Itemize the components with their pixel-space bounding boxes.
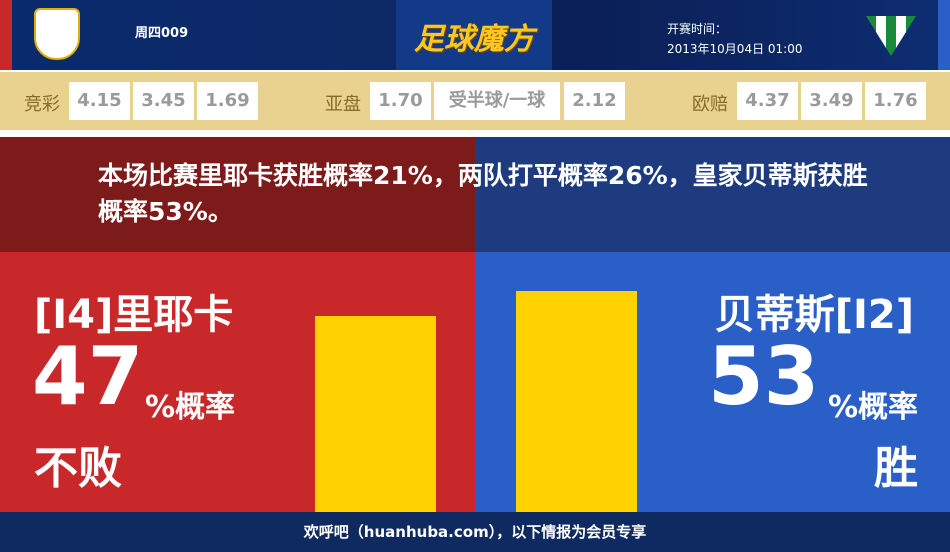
yapan-handicap: 受半球/一球 [434, 82, 560, 120]
oupei-odds-away: 1.76 [865, 82, 926, 120]
away-color-strip [938, 0, 950, 70]
summary-home-panel [0, 137, 475, 252]
away-result: 胜 [874, 443, 918, 494]
logo-background [396, 0, 552, 70]
yapan-odds-away: 2.12 [564, 82, 625, 120]
oupei-odds-draw: 3.49 [801, 82, 862, 120]
home-color-strip [0, 0, 12, 70]
away-percent-label: %概率 [827, 390, 918, 425]
home-percent-label: %概率 [145, 390, 236, 425]
member-footer: 欢呼吧（huanhuba.com），以下情报为会员专享 [0, 512, 950, 552]
jingcai-label: 竞彩 [24, 94, 60, 115]
summary-away-panel [475, 137, 950, 252]
jingcai-odds-home: 4.15 [69, 82, 130, 120]
kickoff-label: 开赛时间： [667, 22, 728, 36]
home-probability-bar [315, 316, 436, 512]
jingcai-odds-away: 1.69 [197, 82, 258, 120]
away-percent: 53 [708, 330, 820, 423]
match-number: 周四009 [135, 26, 189, 41]
probability-summary: 本场比赛里耶卡获胜概率21%，两队打平概率26%，皇家贝蒂斯获胜概率53%。 [98, 161, 868, 226]
oupei-label: 欧赔 [692, 94, 728, 115]
jingcai-odds-draw: 3.45 [133, 82, 194, 120]
oupei-odds-home: 4.37 [737, 82, 798, 120]
yapan-odds-home: 1.70 [370, 82, 431, 120]
kickoff-time: 2013年10月04日 01:00 [667, 42, 803, 56]
away-team-name: 贝蒂斯[I2] [714, 292, 914, 338]
rijeka-crest-icon [34, 8, 80, 60]
away-probability-bar [516, 291, 637, 512]
logo: 足球魔方 [414, 22, 534, 57]
home-result: 不败 [34, 443, 122, 494]
home-percent: 47 [32, 330, 144, 423]
home-team-name: [I4]里耶卡 [34, 292, 234, 338]
yapan-label: 亚盘 [325, 94, 361, 115]
